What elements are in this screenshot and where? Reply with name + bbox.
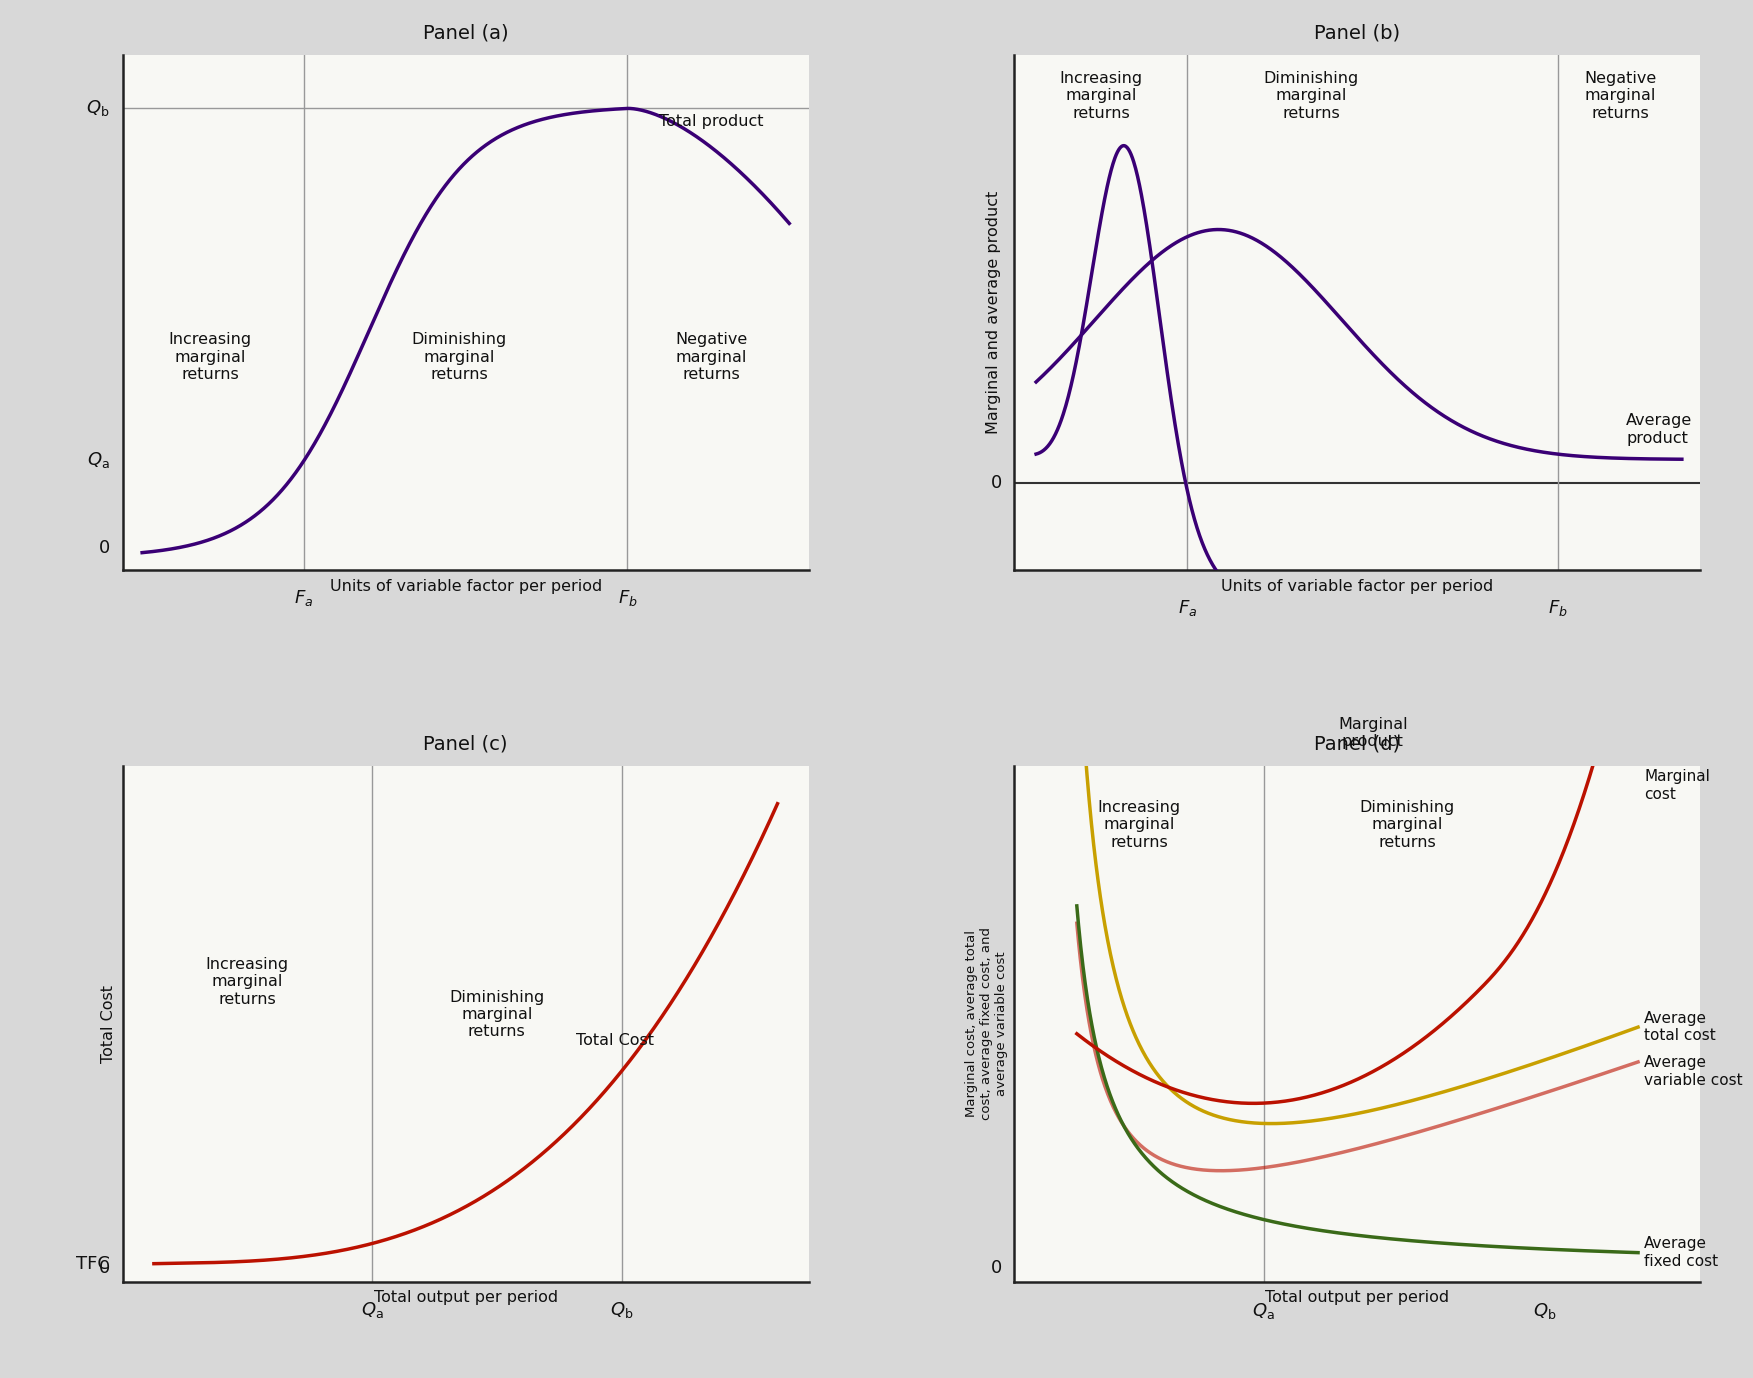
Text: $F_\mathregular{a}$: $F_\mathregular{a}$ bbox=[295, 588, 314, 608]
Text: $Q_\mathregular{a}$: $Q_\mathregular{a}$ bbox=[1252, 1301, 1274, 1320]
Text: Average
product: Average product bbox=[1627, 413, 1692, 445]
Text: Marginal
cost: Marginal cost bbox=[1644, 769, 1711, 802]
Text: Increasing
marginal
returns: Increasing marginal returns bbox=[205, 956, 289, 1006]
X-axis label: Total output per period: Total output per period bbox=[1266, 1290, 1450, 1305]
Text: $Q_\mathregular{b}$: $Q_\mathregular{b}$ bbox=[86, 98, 110, 119]
Title: Panel (d): Panel (d) bbox=[1315, 734, 1401, 754]
Text: 0: 0 bbox=[98, 539, 110, 557]
Text: Increasing
marginal
returns: Increasing marginal returns bbox=[1097, 801, 1182, 850]
Title: Panel (b): Panel (b) bbox=[1315, 23, 1401, 43]
Text: Increasing
marginal
returns: Increasing marginal returns bbox=[168, 332, 252, 382]
Text: $F_\mathregular{b}$: $F_\mathregular{b}$ bbox=[1548, 598, 1569, 619]
Text: $Q_\mathregular{b}$: $Q_\mathregular{b}$ bbox=[1532, 1301, 1557, 1320]
Text: Total product: Total product bbox=[659, 114, 763, 130]
Text: Increasing
marginal
returns: Increasing marginal returns bbox=[1059, 72, 1143, 121]
Text: Marginal
product: Marginal product bbox=[1338, 717, 1408, 750]
Text: Total Cost: Total Cost bbox=[577, 1032, 654, 1047]
Text: $Q_\mathregular{a}$: $Q_\mathregular{a}$ bbox=[88, 451, 110, 470]
Title: Panel (c): Panel (c) bbox=[424, 734, 508, 754]
Text: Negative
marginal
returns: Negative marginal returns bbox=[1585, 72, 1657, 121]
Text: Negative
marginal
returns: Negative marginal returns bbox=[675, 332, 749, 382]
Text: Average
total cost: Average total cost bbox=[1644, 1011, 1716, 1043]
Text: Average
variable cost: Average variable cost bbox=[1644, 1056, 1742, 1087]
Y-axis label: Total Cost: Total Cost bbox=[100, 985, 116, 1062]
X-axis label: Total output per period: Total output per period bbox=[373, 1290, 557, 1305]
Text: Diminishing
marginal
returns: Diminishing marginal returns bbox=[1264, 72, 1359, 121]
Text: Diminishing
marginal
returns: Diminishing marginal returns bbox=[449, 989, 545, 1039]
Text: $F_\mathregular{a}$: $F_\mathregular{a}$ bbox=[1178, 598, 1197, 619]
Text: $Q_\mathregular{b}$: $Q_\mathregular{b}$ bbox=[610, 1301, 633, 1320]
Title: Panel (a): Panel (a) bbox=[422, 23, 508, 43]
X-axis label: Units of variable factor per period: Units of variable factor per period bbox=[1222, 579, 1494, 594]
Text: 0: 0 bbox=[990, 1258, 1003, 1277]
Text: 0: 0 bbox=[990, 474, 1003, 492]
Text: Diminishing
marginal
returns: Diminishing marginal returns bbox=[1360, 801, 1455, 850]
Y-axis label: Marginal and average product: Marginal and average product bbox=[985, 192, 1001, 434]
Y-axis label: Marginal cost, average total
cost, average fixed cost, and
average variable cost: Marginal cost, average total cost, avera… bbox=[964, 927, 1008, 1120]
X-axis label: Units of variable factor per period: Units of variable factor per period bbox=[330, 579, 601, 594]
Text: $Q_\mathregular{a}$: $Q_\mathregular{a}$ bbox=[361, 1301, 384, 1320]
Text: $F_\mathregular{b}$: $F_\mathregular{b}$ bbox=[617, 588, 638, 608]
Text: Diminishing
marginal
returns: Diminishing marginal returns bbox=[412, 332, 507, 382]
Text: 0: 0 bbox=[98, 1259, 110, 1277]
Text: Average
fixed cost: Average fixed cost bbox=[1644, 1236, 1718, 1269]
Text: TFC: TFC bbox=[77, 1255, 110, 1273]
